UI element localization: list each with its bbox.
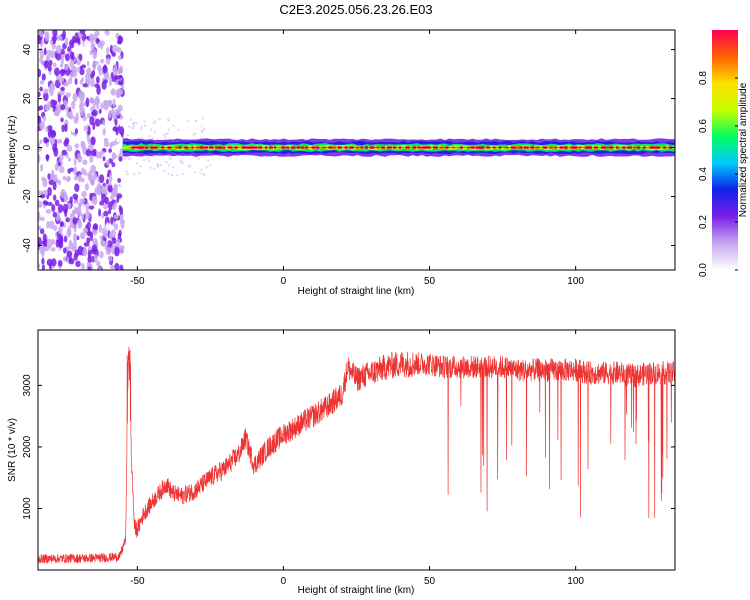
spectrogram-y-tick-label: -40 [22,238,33,253]
colorbar-tick-label: 0.6 [698,119,709,133]
spectrogram-y-tick-label: -20 [22,189,33,204]
spectrogram-x-tick-label: -50 [130,276,145,287]
snr-y-tick-label: 3000 [22,374,33,397]
snr-x-tick-label: 50 [424,576,436,587]
snr-x-tick-label: 0 [281,576,287,587]
spectrogram-x-axis-label: Height of straight line (km) [298,286,415,297]
colorbar-label: Normalized spectral amplitude [738,82,749,217]
chart-title: C2E3.2025.056.23.26.E03 [279,2,433,17]
spectrogram-noise-region [38,30,212,270]
colorbar-tick-label: 0.4 [698,167,709,181]
spectrogram-y-axis-label: Frequency (Hz) [7,116,18,185]
spectrogram-x-tick-label: 100 [567,276,584,287]
colorbar-tick-label: 0.8 [698,71,709,85]
spectrogram-y-tick-label: 20 [22,93,33,105]
snr-frame [37,329,676,571]
colorbar-tick-label: 0.2 [698,215,709,229]
snr-y-tick-label: 2000 [22,435,33,458]
colorbar-tick-label: 0.0 [698,263,709,277]
spectrogram-frame [37,29,676,271]
colorbar-scale [712,30,738,270]
snr-y-tick-label: 1000 [22,497,33,520]
spectrogram-x-tick-label: 0 [281,276,287,287]
snr-panel: -50 0 50 100 1000 2000 3000 Height of straight… [7,329,676,596]
spectrogram-y-tick-label: 0 [22,144,33,150]
colorbar: 0.0 0.2 0.4 0.6 0.8 Normalized spectral ampl… [698,30,749,277]
spectrogram-carrier-band [122,138,675,157]
spectrogram-panel: -50 0 50 100 -40 -20 0 20 40 Height of straight … [7,29,676,297]
spectrogram-y-tick-label: 40 [22,44,33,56]
snr-x-axis-label: Height of straight line (km) [298,585,415,596]
snr-x-tick-label: -50 [130,576,145,587]
snr-series-line [38,346,675,564]
spectrogram-x-tick-label: 50 [424,276,436,287]
snr-x-tick-label: 100 [567,576,584,587]
snr-y-axis-label: SNR (10 * v/v) [7,418,18,482]
